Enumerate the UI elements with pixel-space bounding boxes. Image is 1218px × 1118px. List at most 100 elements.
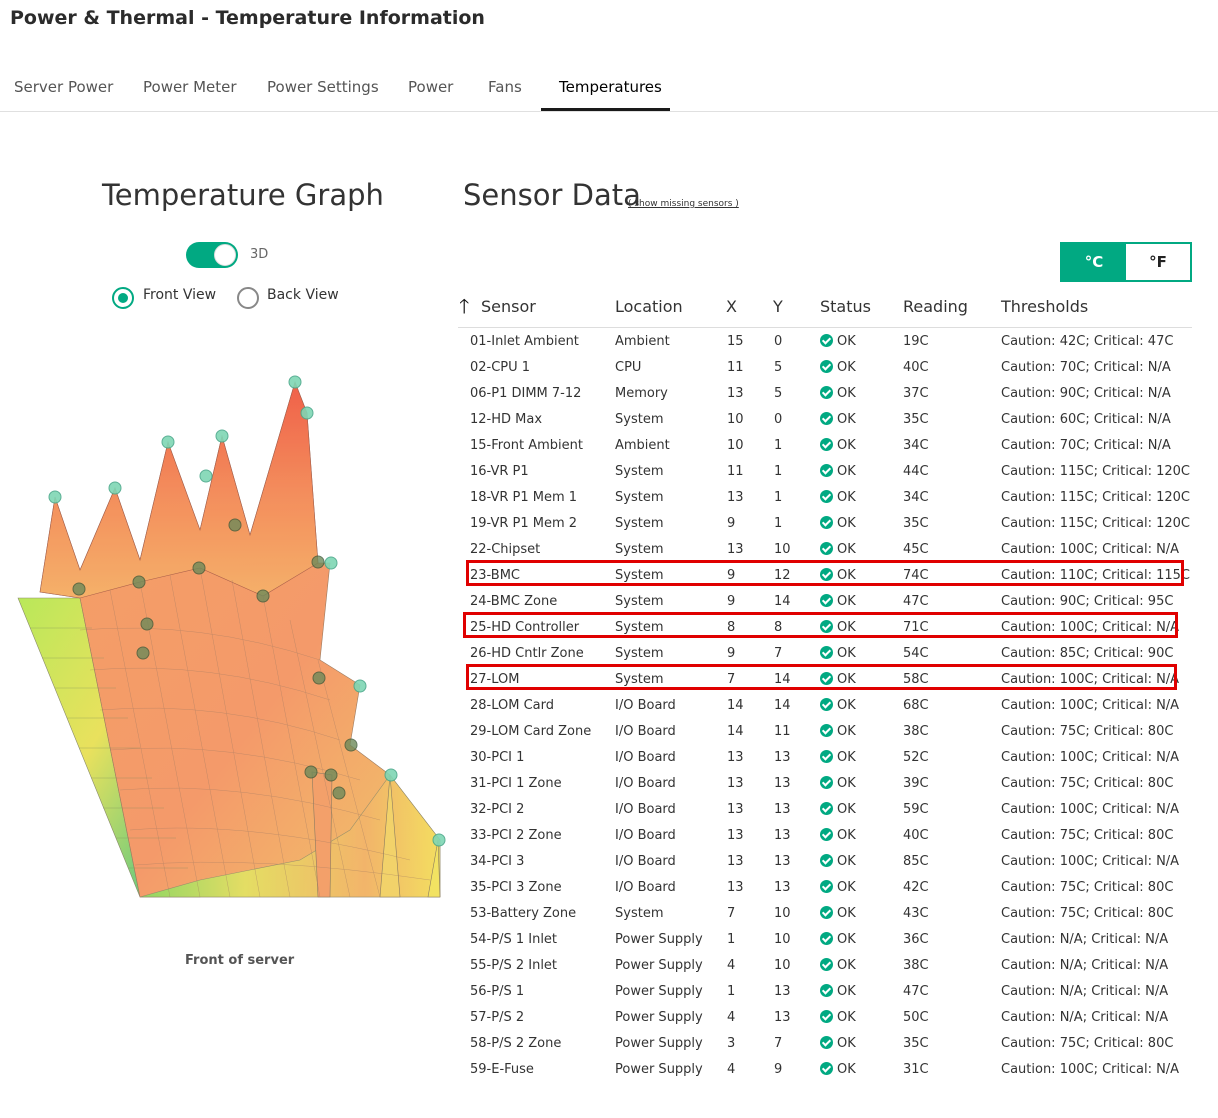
table-row: 01-Inlet Ambient Ambient 15 0 OK 19C Caution: … <box>0 329 1218 355</box>
front-view-radio[interactable] <box>112 287 134 309</box>
column-header-reading[interactable]: Reading <box>903 297 968 316</box>
x-cell: 13 <box>727 542 744 557</box>
back-view-radio[interactable] <box>237 287 259 309</box>
unit-toggle: °C °F <box>1060 242 1192 282</box>
reading-cell: 19C <box>903 334 929 349</box>
location-cell: I/O Board <box>615 880 676 895</box>
table-row: 28-LOM Card I/O Board 14 14 OK 68C Caution: 10… <box>0 693 1218 719</box>
reading-cell: 45C <box>903 542 929 557</box>
table-row: 53-Battery Zone System 7 10 OK 43C Caution: 75… <box>0 901 1218 927</box>
ok-check-icon <box>820 750 833 763</box>
column-header-x[interactable]: X <box>726 297 737 316</box>
tab-power-meter[interactable]: Power Meter <box>143 78 237 96</box>
ok-check-icon <box>820 932 833 945</box>
graph-peaks <box>39 381 319 599</box>
y-cell: 14 <box>774 698 791 713</box>
x-cell: 13 <box>727 828 744 843</box>
reading-cell: 68C <box>903 698 929 713</box>
celsius-button[interactable]: °C <box>1062 244 1126 280</box>
x-cell: 13 <box>727 880 744 895</box>
location-cell: Power Supply <box>615 1010 703 1025</box>
graph-sensor-markers <box>48 375 446 847</box>
location-cell: System <box>615 646 664 661</box>
column-header-location[interactable]: Location <box>615 297 683 316</box>
x-cell: 13 <box>727 386 744 401</box>
front-view-label[interactable]: Front View <box>143 287 217 303</box>
location-cell: Power Supply <box>615 932 703 947</box>
thresholds-cell: Caution: 100C; Critical: N/A <box>1001 542 1180 557</box>
status-cell: OK <box>837 386 856 401</box>
ok-check-icon <box>820 854 833 867</box>
status-cell: OK <box>837 906 856 921</box>
location-cell: System <box>615 490 664 505</box>
status-cell: OK <box>837 490 856 505</box>
thresholds-cell: Caution: 100C; Critical: N/A <box>1001 620 1180 635</box>
ok-check-icon <box>820 906 833 919</box>
ok-check-icon <box>820 490 833 503</box>
thresholds-cell: Caution: N/A; Critical: N/A <box>1001 958 1169 973</box>
y-cell: 10 <box>774 958 791 973</box>
column-header-y[interactable]: Y <box>773 297 783 316</box>
x-cell: 10 <box>727 438 744 453</box>
x-cell: 14 <box>727 698 744 713</box>
status-cell: OK <box>837 568 856 583</box>
tab-fans[interactable]: Fans <box>488 78 522 96</box>
sensor-name-cell: 55-P/S 2 Inlet <box>470 958 558 973</box>
table-row: 55-P/S 2 Inlet Power Supply 4 10 OK 38C Cautio… <box>0 953 1218 979</box>
thresholds-cell: Caution: 110C; Critical: 115C <box>1001 568 1190 583</box>
column-header-status[interactable]: Status <box>820 297 871 316</box>
back-view-label[interactable]: Back View <box>267 287 339 303</box>
x-cell: 4 <box>727 1010 736 1025</box>
x-cell: 11 <box>727 360 744 375</box>
reading-cell: 35C <box>903 516 929 531</box>
sensor-name-cell: 01-Inlet Ambient <box>470 334 579 349</box>
3d-toggle[interactable] <box>186 242 238 268</box>
ok-check-icon <box>820 828 833 841</box>
tab-power-settings[interactable]: Power Settings <box>267 78 379 96</box>
ok-check-icon <box>820 958 833 971</box>
sort-arrow-icon[interactable]: 🡑 <box>459 294 470 318</box>
temperature-graph-title: Temperature Graph <box>102 178 384 212</box>
sensor-name-cell: 59-E-Fuse <box>470 1062 534 1077</box>
status-cell: OK <box>837 724 856 739</box>
reading-cell: 37C <box>903 386 929 401</box>
show-missing-sensors-link[interactable]: ( show missing sensors ) <box>628 199 739 209</box>
table-row: 56-P/S 1 Power Supply 1 13 OK 47C Caution: N/A… <box>0 979 1218 1005</box>
table-row: 32-PCI 2 I/O Board 13 13 OK 59C Caution: 100C;… <box>0 797 1218 823</box>
ok-check-icon <box>820 542 833 555</box>
column-header-thresholds[interactable]: Thresholds <box>1001 297 1089 316</box>
ok-check-icon <box>820 880 833 893</box>
x-cell: 15 <box>727 334 744 349</box>
ok-check-icon <box>820 984 833 997</box>
location-cell: I/O Board <box>615 724 676 739</box>
y-cell: 5 <box>774 386 783 401</box>
page-title: Power & Thermal - Temperature Informatio… <box>10 7 485 29</box>
x-cell: 1 <box>727 984 736 999</box>
thresholds-cell: Caution: 42C; Critical: 47C <box>1001 334 1174 349</box>
graph-spike <box>427 839 441 898</box>
location-cell: System <box>615 516 664 531</box>
thresholds-cell: Caution: 70C; Critical: N/A <box>1001 360 1171 375</box>
thresholds-cell: Caution: N/A; Critical: N/A <box>1001 932 1169 947</box>
table-row: 22-Chipset System 13 10 OK 45C Caution: 100C; … <box>0 537 1218 563</box>
column-header-sensor[interactable]: Sensor <box>481 297 536 316</box>
fahrenheit-button[interactable]: °F <box>1126 244 1190 280</box>
tab-temperatures[interactable]: Temperatures <box>559 78 662 96</box>
ok-check-icon <box>820 568 833 581</box>
x-cell: 11 <box>727 464 744 479</box>
y-cell: 1 <box>774 464 783 479</box>
status-cell: OK <box>837 334 856 349</box>
table-row: 33-PCI 2 Zone I/O Board 13 13 OK 40C Caution: … <box>0 823 1218 849</box>
table-row: 12-HD Max System 10 0 OK 35C Caution: 60C; Cri… <box>0 407 1218 433</box>
y-cell: 1 <box>774 438 783 453</box>
ok-check-icon <box>820 360 833 373</box>
sensor-name-cell: 54-P/S 1 Inlet <box>470 932 558 947</box>
tab-server-power[interactable]: Server Power <box>14 78 114 96</box>
sensor-name-cell: 22-Chipset <box>470 542 541 557</box>
header-divider <box>458 327 1192 328</box>
thresholds-cell: Caution: 75C; Critical: 80C <box>1001 724 1174 739</box>
thresholds-cell: Caution: 100C; Critical: N/A <box>1001 750 1180 765</box>
tab-power[interactable]: Power <box>408 78 454 96</box>
table-row: 06-P1 DIMM 7-12 Memory 13 5 OK 37C Caution: 90… <box>0 381 1218 407</box>
sensor-name-cell: 31-PCI 1 Zone <box>470 776 562 791</box>
